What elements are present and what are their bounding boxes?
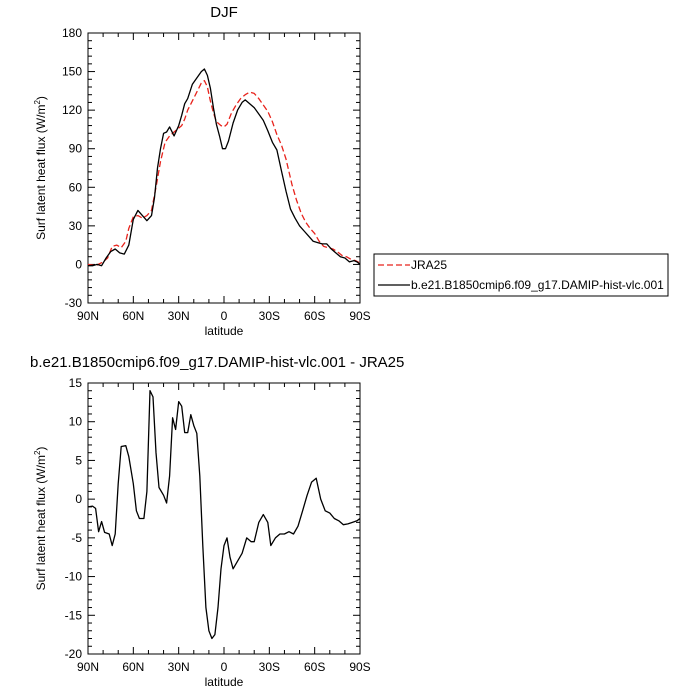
y-axis-label-superscript: 2 [33,450,42,455]
y-tick-label: -15 [65,608,83,622]
y-tick-label: 60 [69,180,83,194]
x-tick-label: 60S [304,660,325,674]
legend-label: b.e21.B1850cmip6.f09_g17.DAMIP-hist-vlc.… [411,278,664,292]
y-axis-label: Surf latent heat flux (W/m2) [33,96,48,240]
y-tick-label: 90 [69,142,83,156]
y-tick-label: 0 [75,492,82,506]
y-tick-label: 15 [69,376,83,390]
x-tick-label: 30N [168,660,190,674]
y-tick-label: 5 [75,453,82,467]
x-tick-label: 60N [122,660,144,674]
y-tick-label: 10 [69,415,83,429]
x-tick-label: 0 [221,309,228,323]
y-tick-label: 120 [62,103,82,117]
y-tick-label: -5 [71,531,82,545]
x-tick-label: 90S [349,660,370,674]
legend-box [373,253,669,297]
x-tick-label: 30S [259,309,280,323]
x-axis-label: latitude [205,675,244,689]
chart-title: DJF [210,4,238,21]
x-tick-label: 30N [168,309,190,323]
series-line-0 [87,390,361,640]
y-tick-label: 0 [75,257,82,271]
y-tick-label: 30 [69,219,83,233]
x-tick-label: 90N [77,660,99,674]
x-tick-label: 30S [259,660,280,674]
x-tick-label: 0 [221,660,228,674]
x-tick-label: 90S [349,309,370,323]
x-axis-label: latitude [205,324,244,338]
y-axis-label-superscript: 2 [33,100,42,105]
series-line-0 [87,79,361,267]
y-tick-label: -20 [65,647,83,661]
x-tick-label: 60S [304,309,325,323]
chart-title: b.e21.B1850cmip6.f09_g17.DAMIP-hist-vlc.… [30,354,404,371]
y-axis-label-close: ) [34,96,48,100]
x-tick-label: 90N [77,309,99,323]
y-tick-label: -10 [65,570,83,584]
y-axis-label-close: ) [34,447,48,451]
legend-label: JRA25 [411,258,447,272]
y-tick-label: 180 [62,26,82,40]
plot-frame [87,32,361,304]
series-line-1 [88,68,361,267]
x-tick-label: 60N [122,309,144,323]
y-axis-label-main: Surf latent heat flux (W/m [34,105,48,240]
plot-frame [87,382,361,655]
y-axis-label: Surf latent heat flux (W/m2) [33,447,48,591]
y-axis-label-main: Surf latent heat flux (W/m [34,455,48,590]
y-tick-label: 150 [62,65,82,79]
y-tick-label: -30 [65,296,83,310]
